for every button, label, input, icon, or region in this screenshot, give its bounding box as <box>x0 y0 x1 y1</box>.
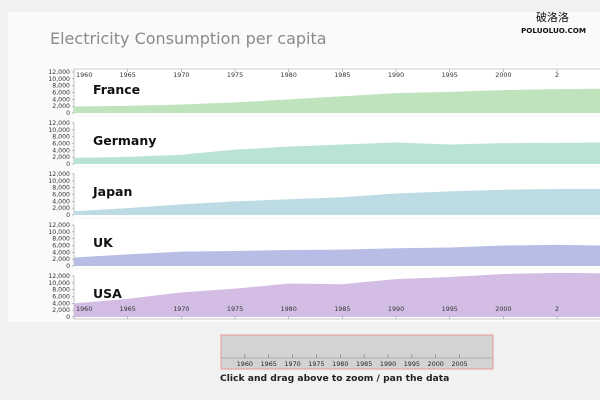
y-tick-label: 0 <box>66 314 70 321</box>
y-tick-label: 6,000 <box>52 243 70 250</box>
x-tick-label: 1965 <box>120 305 136 313</box>
brush-tick-label: 2000 <box>428 360 444 368</box>
brush-tick-label: 1990 <box>380 360 396 368</box>
y-tick-label: 8,000 <box>52 83 70 90</box>
watermark-text: 破洛洛 <box>536 10 569 24</box>
country-label: France <box>93 82 140 97</box>
y-tick-label: 2,000 <box>52 154 70 161</box>
x-tick-label: 1990 <box>388 71 404 79</box>
brush-selection[interactable] <box>220 334 494 370</box>
brush-tick-label: 1980 <box>332 360 348 368</box>
x-tick-label: 1990 <box>388 305 404 313</box>
y-tick-label: 4,000 <box>52 147 70 154</box>
brush-tick-label: 1985 <box>356 360 372 368</box>
y-tick-label: 4,000 <box>52 96 70 103</box>
y-tick-label: 2,000 <box>52 256 70 263</box>
watermark-url: POLUOLUO.COM <box>521 26 586 35</box>
y-tick-label: 6,000 <box>52 294 70 301</box>
brush-tick-label: 1965 <box>261 360 277 368</box>
brush-tick-label: 1975 <box>308 360 324 368</box>
country-label: UK <box>93 235 114 250</box>
y-tick-label: 10,000 <box>48 127 70 134</box>
area-france[interactable] <box>74 88 600 113</box>
x-tick-label: 1985 <box>334 71 350 79</box>
y-tick-label: 0 <box>66 212 70 219</box>
x-tick-label: 1970 <box>173 71 189 79</box>
zoom-instruction: Click and drag above to zoom / pan the d… <box>220 373 449 384</box>
y-tick-label: 6,000 <box>52 141 70 148</box>
x-tick-label: 1970 <box>173 305 189 313</box>
y-tick-label: 4,000 <box>52 198 70 205</box>
x-tick-label: 1960 <box>76 305 92 313</box>
area-uk[interactable] <box>74 244 600 266</box>
x-tick-label: 1995 <box>442 305 458 313</box>
brush-tick-label: 1995 <box>404 360 420 368</box>
y-tick-label: 12,000 <box>48 69 70 76</box>
small-multiples[interactable]: 02,0004,0006,0008,00010,00012,000France0… <box>48 66 600 321</box>
brush-tick-label: 1960 <box>237 360 253 368</box>
y-tick-label: 10,000 <box>48 76 70 83</box>
y-tick-label: 0 <box>66 263 70 270</box>
y-tick-label: 0 <box>66 110 70 117</box>
x-tick-label: 1975 <box>227 71 243 79</box>
x-tick-label: 1985 <box>334 305 350 313</box>
y-tick-label: 8,000 <box>52 287 70 294</box>
area-japan[interactable] <box>74 189 600 215</box>
area-germany[interactable] <box>74 142 600 164</box>
y-tick-label: 8,000 <box>52 134 70 141</box>
x-axis-bottom: 1960 1965 1970 1975 1980 1985 1990 1995 2000 2 <box>73 305 600 320</box>
y-tick-label: 8,000 <box>52 236 70 243</box>
y-tick-label: 2,000 <box>52 205 70 212</box>
y-tick-label: 6,000 <box>52 192 70 199</box>
x-tick-label: 2 <box>555 71 559 79</box>
y-tick-label: 2,000 <box>52 103 70 110</box>
x-tick-label: 2 <box>555 305 559 313</box>
x-tick-label: 2000 <box>495 305 511 313</box>
brush-tick-label: 2005 <box>451 360 467 368</box>
brush-background[interactable] <box>221 335 493 369</box>
y-tick-label: 10,000 <box>48 280 70 287</box>
y-tick-label: 4,000 <box>52 300 70 307</box>
x-tick-label: 1980 <box>281 71 297 79</box>
x-axis-top: 1960 1965 1970 1975 1980 1985 1990 1995 2000 2 <box>73 68 600 79</box>
brush-timeline[interactable]: 1960 1965 1970 1975 1980 1985 1990 1995 2000 2005 <box>220 334 494 370</box>
y-tick-label: 4,000 <box>52 249 70 256</box>
x-tick-label: 1995 <box>442 71 458 79</box>
chart-title: Electricity Consumption per capita <box>50 29 327 48</box>
y-tick-label: 0 <box>66 161 70 168</box>
x-tick-label: 1980 <box>281 305 297 313</box>
x-tick-label: 1975 <box>227 305 243 313</box>
brush-tick-label: 1970 <box>284 360 300 368</box>
x-tick-label: 2000 <box>495 71 511 79</box>
y-tick-label: 12,000 <box>48 120 70 127</box>
country-label: Japan <box>92 184 132 199</box>
y-tick-label: 8,000 <box>52 185 70 192</box>
x-tick-label: 1965 <box>120 71 136 79</box>
y-tick-label: 10,000 <box>48 178 70 185</box>
area-usa[interactable] <box>74 272 600 317</box>
y-tick-label: 12,000 <box>48 171 70 178</box>
y-tick-label: 12,000 <box>48 222 70 229</box>
y-tick-label: 12,000 <box>48 273 70 280</box>
country-label: USA <box>93 286 122 301</box>
watermark: 破洛洛 POLUOLUO.COM <box>521 10 586 35</box>
y-tick-label: 2,000 <box>52 307 70 314</box>
y-tick-label: 10,000 <box>48 229 70 236</box>
x-tick-label: 1960 <box>76 71 92 79</box>
country-label: Germany <box>93 133 156 148</box>
y-tick-label: 6,000 <box>52 90 70 97</box>
